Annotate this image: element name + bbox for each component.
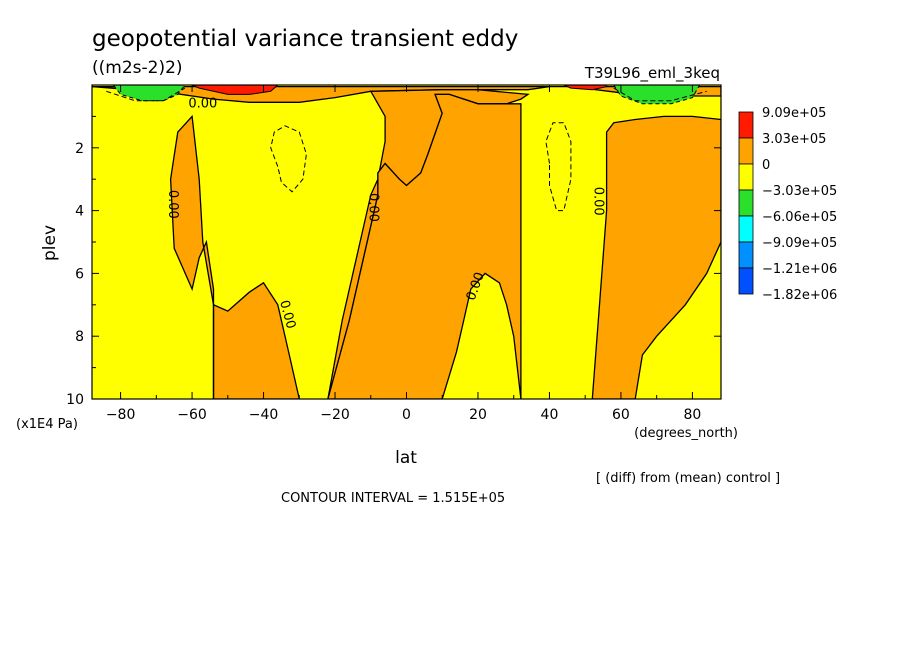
legend-label-6: −1.21e+06 bbox=[762, 262, 837, 277]
contour-field: 0.000.00 0.000.000.000.00 bbox=[92, 85, 721, 399]
contour-label-0: 0.00 bbox=[188, 96, 217, 111]
legend-label-4: −6.06e+05 bbox=[762, 210, 837, 225]
high-region-0 bbox=[191, 85, 279, 95]
contour-label-bg-2: 0.00 bbox=[365, 193, 380, 222]
x-tick-label-5: 20 bbox=[469, 407, 487, 423]
negative-band-layer bbox=[112, 85, 701, 105]
x-tick-label-4: 0 bbox=[402, 407, 411, 423]
legend-label-2: 0 bbox=[762, 158, 770, 173]
contour-label-5: 0.00 bbox=[590, 187, 605, 216]
legend-swatch-3 bbox=[738, 189, 754, 217]
positive-region-3 bbox=[169, 114, 215, 399]
y-axis-ticks: 2 4 6 8 10 bbox=[66, 115, 721, 408]
y-axis-units: (x1E4 Pa) bbox=[16, 417, 78, 432]
x-axis-ticks: −80 −60 −40 −20 0 20 40 60 80 bbox=[106, 85, 701, 423]
positive-region-2 bbox=[212, 281, 300, 399]
y-tick-label-2: 6 bbox=[75, 266, 84, 282]
legend-swatch-1 bbox=[738, 137, 754, 165]
x-tick-label-8: 80 bbox=[683, 407, 701, 423]
legend-label-7: −1.82e+06 bbox=[762, 288, 837, 303]
legend-label-0: 9.09e+05 bbox=[762, 106, 826, 121]
x-tick-label-2: −40 bbox=[249, 407, 279, 423]
run-label: T39L96_eml_3keq bbox=[584, 64, 720, 83]
contour-label-2: 0.00 bbox=[365, 193, 380, 222]
contour-interval: CONTOUR INTERVAL = 1.515E+05 bbox=[281, 491, 505, 506]
high-region-1 bbox=[563, 85, 608, 91]
x-tick-label-0: −80 bbox=[106, 407, 136, 423]
legend-swatch-4 bbox=[738, 215, 754, 243]
legend-swatch-0 bbox=[738, 111, 754, 139]
chart-units: ((m2s-2)2) bbox=[92, 58, 183, 78]
negative-region-0 bbox=[112, 85, 186, 102]
legend-swatch-5 bbox=[738, 241, 754, 269]
x-axis-units: (degrees_north) bbox=[634, 426, 738, 441]
negative-contour-1 bbox=[545, 122, 572, 212]
negative-contour-0 bbox=[270, 125, 307, 193]
x-tick-label-1: −60 bbox=[177, 407, 207, 423]
negative-contour-2 bbox=[106, 87, 186, 102]
positive-region-5 bbox=[327, 93, 522, 399]
negative-contour-layer bbox=[106, 87, 707, 212]
x-axis-label: lat bbox=[395, 448, 417, 468]
diff-note: [ (diff) from (mean) control ] bbox=[596, 471, 780, 486]
legend-label-5: −9.09e+05 bbox=[762, 236, 837, 251]
contour-label-layer: 0.000.00 0.000.000.000.00 bbox=[165, 96, 605, 330]
legend-label-1: 3.03e+05 bbox=[762, 132, 826, 147]
y-tick-label-0: 2 bbox=[75, 141, 84, 157]
positive-band-layer bbox=[92, 85, 721, 399]
y-tick-label-1: 4 bbox=[75, 204, 84, 220]
color-legend: 9.09e+05 3.03e+05 0 −3.03e+05 −6.06e+05 −9.09… bbox=[738, 106, 837, 303]
x-tick-label-7: 60 bbox=[612, 407, 630, 423]
contour-label-bg-5: 0.00 bbox=[590, 187, 605, 216]
x-tick-label-6: 40 bbox=[541, 407, 559, 423]
contour-label-bg-3: 0.00 bbox=[276, 299, 298, 331]
negative-contour-3 bbox=[613, 87, 707, 102]
contour-label-3: 0.00 bbox=[276, 299, 298, 331]
x-tick-label-3: −20 bbox=[320, 407, 350, 423]
legend-swatch-2 bbox=[738, 163, 754, 191]
chart-title: geopotential variance transient eddy bbox=[92, 26, 518, 52]
legend-swatch-6 bbox=[738, 267, 754, 295]
y-axis-label: plev bbox=[40, 225, 60, 261]
contour-label-bg-1: 0.00 bbox=[165, 190, 180, 219]
y-tick-label-4: 10 bbox=[66, 392, 84, 408]
legend-label-3: −3.03e+05 bbox=[762, 184, 837, 199]
contour-label-bg-0: 0.00 bbox=[188, 96, 217, 111]
contour-label-1: 0.00 bbox=[165, 190, 180, 219]
y-tick-label-3: 8 bbox=[75, 329, 84, 345]
positive-region-6 bbox=[591, 115, 721, 399]
high-band-layer bbox=[191, 85, 608, 95]
